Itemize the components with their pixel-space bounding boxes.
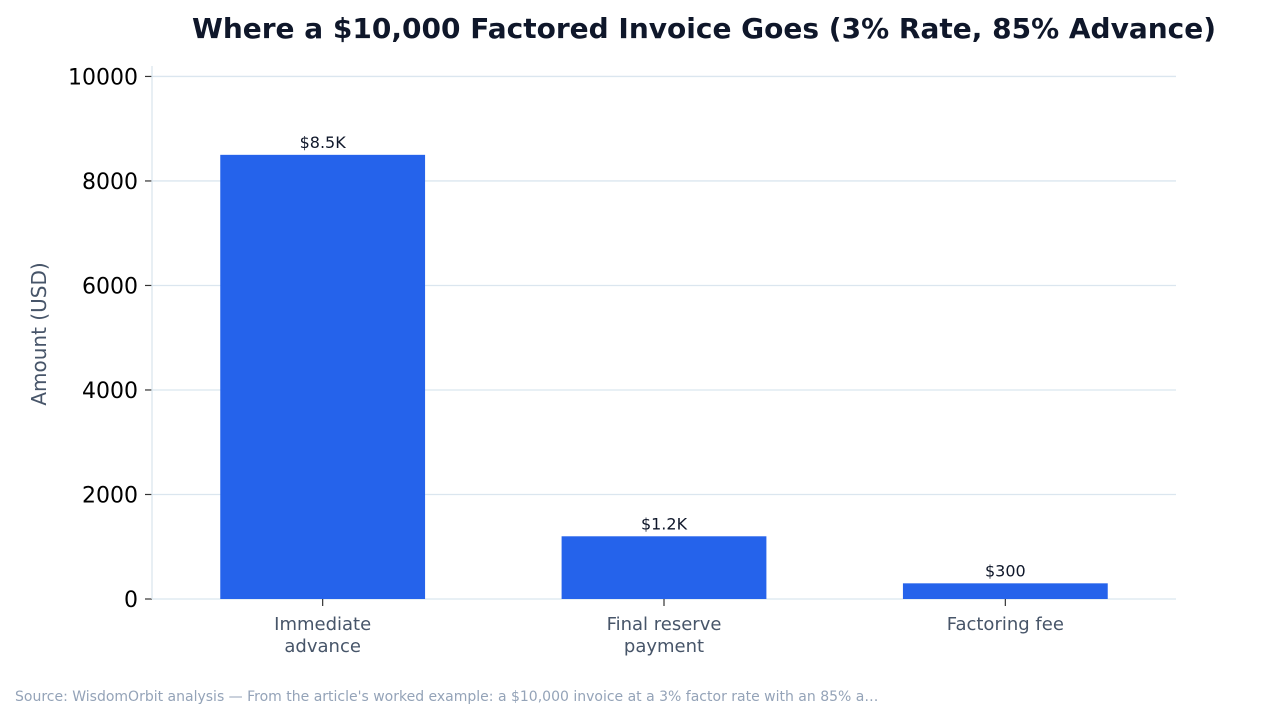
y-tick-labels: 0 2000 4000 6000 8000 10000 <box>68 65 138 613</box>
bar-data-label: $1.2K <box>641 514 688 533</box>
source-note: Source: WisdomOrbit analysis — From the … <box>15 689 878 705</box>
bars <box>220 154 1108 600</box>
data-labels: $8.5K $1.2K $300 <box>300 133 1026 580</box>
bar-data-label: $8.5K <box>300 133 347 152</box>
x-tick-label: Final reserve payment <box>607 614 722 657</box>
y-tick-label: 8000 <box>82 170 138 195</box>
bar <box>902 583 1108 599</box>
y-axis-label: Amount (USD) <box>27 262 51 405</box>
bar <box>220 154 426 600</box>
bar <box>561 536 767 599</box>
x-tick-label: Immediate advance <box>274 614 371 657</box>
y-tick-label: 0 <box>124 588 138 613</box>
bar-data-label: $300 <box>985 561 1026 580</box>
y-tick-label: 4000 <box>82 379 138 404</box>
chart-title: Where a $10,000 Factored Invoice Goes (3… <box>192 12 1216 45</box>
y-tick-label: 10000 <box>68 65 138 90</box>
y-tick-label: 6000 <box>82 274 138 299</box>
x-tick-label: Factoring fee <box>947 614 1064 635</box>
y-tick-label: 2000 <box>82 483 138 508</box>
x-tick-labels: Immediate advance Final reserve payment Fact… <box>274 614 1064 657</box>
